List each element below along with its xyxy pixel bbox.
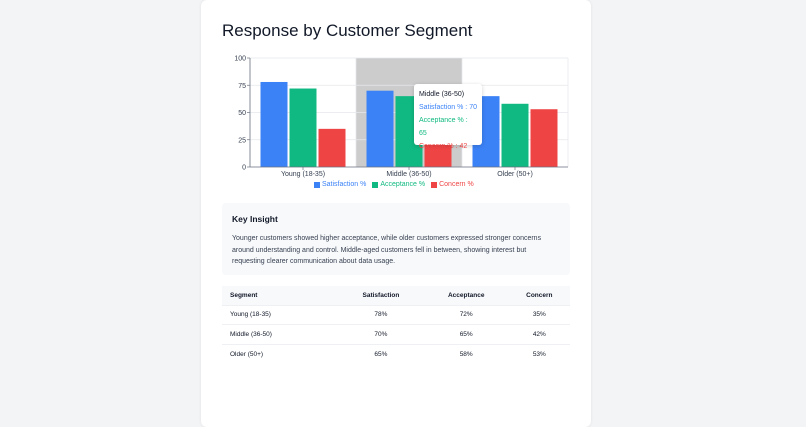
legend-label: Acceptance % — [380, 181, 426, 188]
chart-legend: Satisfaction % Acceptance % Concern % — [314, 181, 474, 188]
y-tick-label: 100 — [234, 56, 246, 63]
y-tick-label: 50 — [238, 110, 246, 117]
bar-acceptance — [501, 103, 529, 167]
legend-item[interactable]: Acceptance % — [372, 181, 425, 188]
bar-concern — [530, 109, 558, 167]
cell-satisfaction: 70% — [338, 324, 424, 344]
table-header-row: Segment Satisfaction Acceptance Concern — [222, 286, 570, 305]
header-segment: Segment — [222, 286, 339, 305]
cell-acceptance: 72% — [423, 304, 509, 325]
legend-swatch — [314, 181, 320, 188]
y-tick-label: 75 — [238, 83, 246, 90]
legend-item[interactable]: Satisfaction % — [314, 181, 366, 188]
table-row: Older (50+) 65% 58% 53% — [222, 343, 570, 364]
legend-item[interactable]: Concern % — [431, 181, 474, 188]
bar-chart: 0 25 50 75 100 Young (18-35) Middle (36-50) Old… — [234, 56, 569, 178]
header-concern: Concern — [508, 286, 570, 305]
bar-acceptance — [289, 88, 317, 167]
legend-swatch — [431, 181, 438, 188]
cell-segment: Young (18-35) — [222, 304, 339, 325]
legend-label: Satisfaction % — [322, 181, 367, 188]
x-tick-label: Older (50+) — [497, 171, 533, 178]
insight-text: Younger customers showed higher acceptan… — [232, 235, 542, 265]
bar-satisfaction — [260, 81, 288, 167]
report-card: Response by Customer Segment 0 25 50 75 100 Y… — [201, 0, 591, 427]
header-satisfaction: Satisfaction — [338, 286, 424, 305]
x-tick-label: Middle (36-50) — [386, 171, 431, 178]
tooltip-line-satisfaction: Satisfaction % : 70 — [419, 104, 477, 111]
bar-satisfaction — [366, 90, 394, 167]
cell-concern: 42% — [508, 324, 570, 344]
page-title: Response by Customer Segment — [222, 21, 473, 40]
y-tick-label: 25 — [238, 137, 246, 144]
cell-acceptance: 65% — [423, 324, 509, 344]
tooltip-line-concern: Concern % : 42 — [419, 143, 468, 150]
cell-concern: 35% — [508, 304, 570, 325]
table-row: Middle (36-50) 70% 65% 42% — [222, 324, 570, 344]
header-acceptance: Acceptance — [423, 286, 509, 305]
segment-table: Segment Satisfaction Acceptance Concern … — [222, 286, 570, 364]
cell-concern: 53% — [508, 343, 570, 364]
tooltip-line-acceptance: Acceptance % : 65 — [419, 117, 468, 137]
insight-title: Key Insight — [232, 214, 278, 224]
bar-concern — [318, 128, 346, 167]
legend-label: Concern % — [439, 181, 474, 188]
cell-satisfaction: 65% — [338, 343, 424, 364]
cell-acceptance: 58% — [423, 343, 509, 364]
tooltip-title: Middle (36-50) — [419, 91, 465, 98]
table-row: Young (18-35) 78% 72% 35% — [222, 304, 570, 325]
legend-swatch — [372, 181, 379, 188]
cell-segment: Older (50+) — [222, 343, 339, 364]
chart-tooltip: Middle (36-50) Satisfaction % : 70 Accep… — [414, 84, 482, 150]
cell-segment: Middle (36-50) — [222, 324, 339, 344]
x-tick-label: Young (18-35) — [281, 171, 325, 178]
cell-satisfaction: 78% — [338, 304, 424, 325]
y-tick-label: 0 — [242, 165, 246, 172]
key-insight-box: Key Insight Younger customers showed hig… — [222, 203, 570, 275]
